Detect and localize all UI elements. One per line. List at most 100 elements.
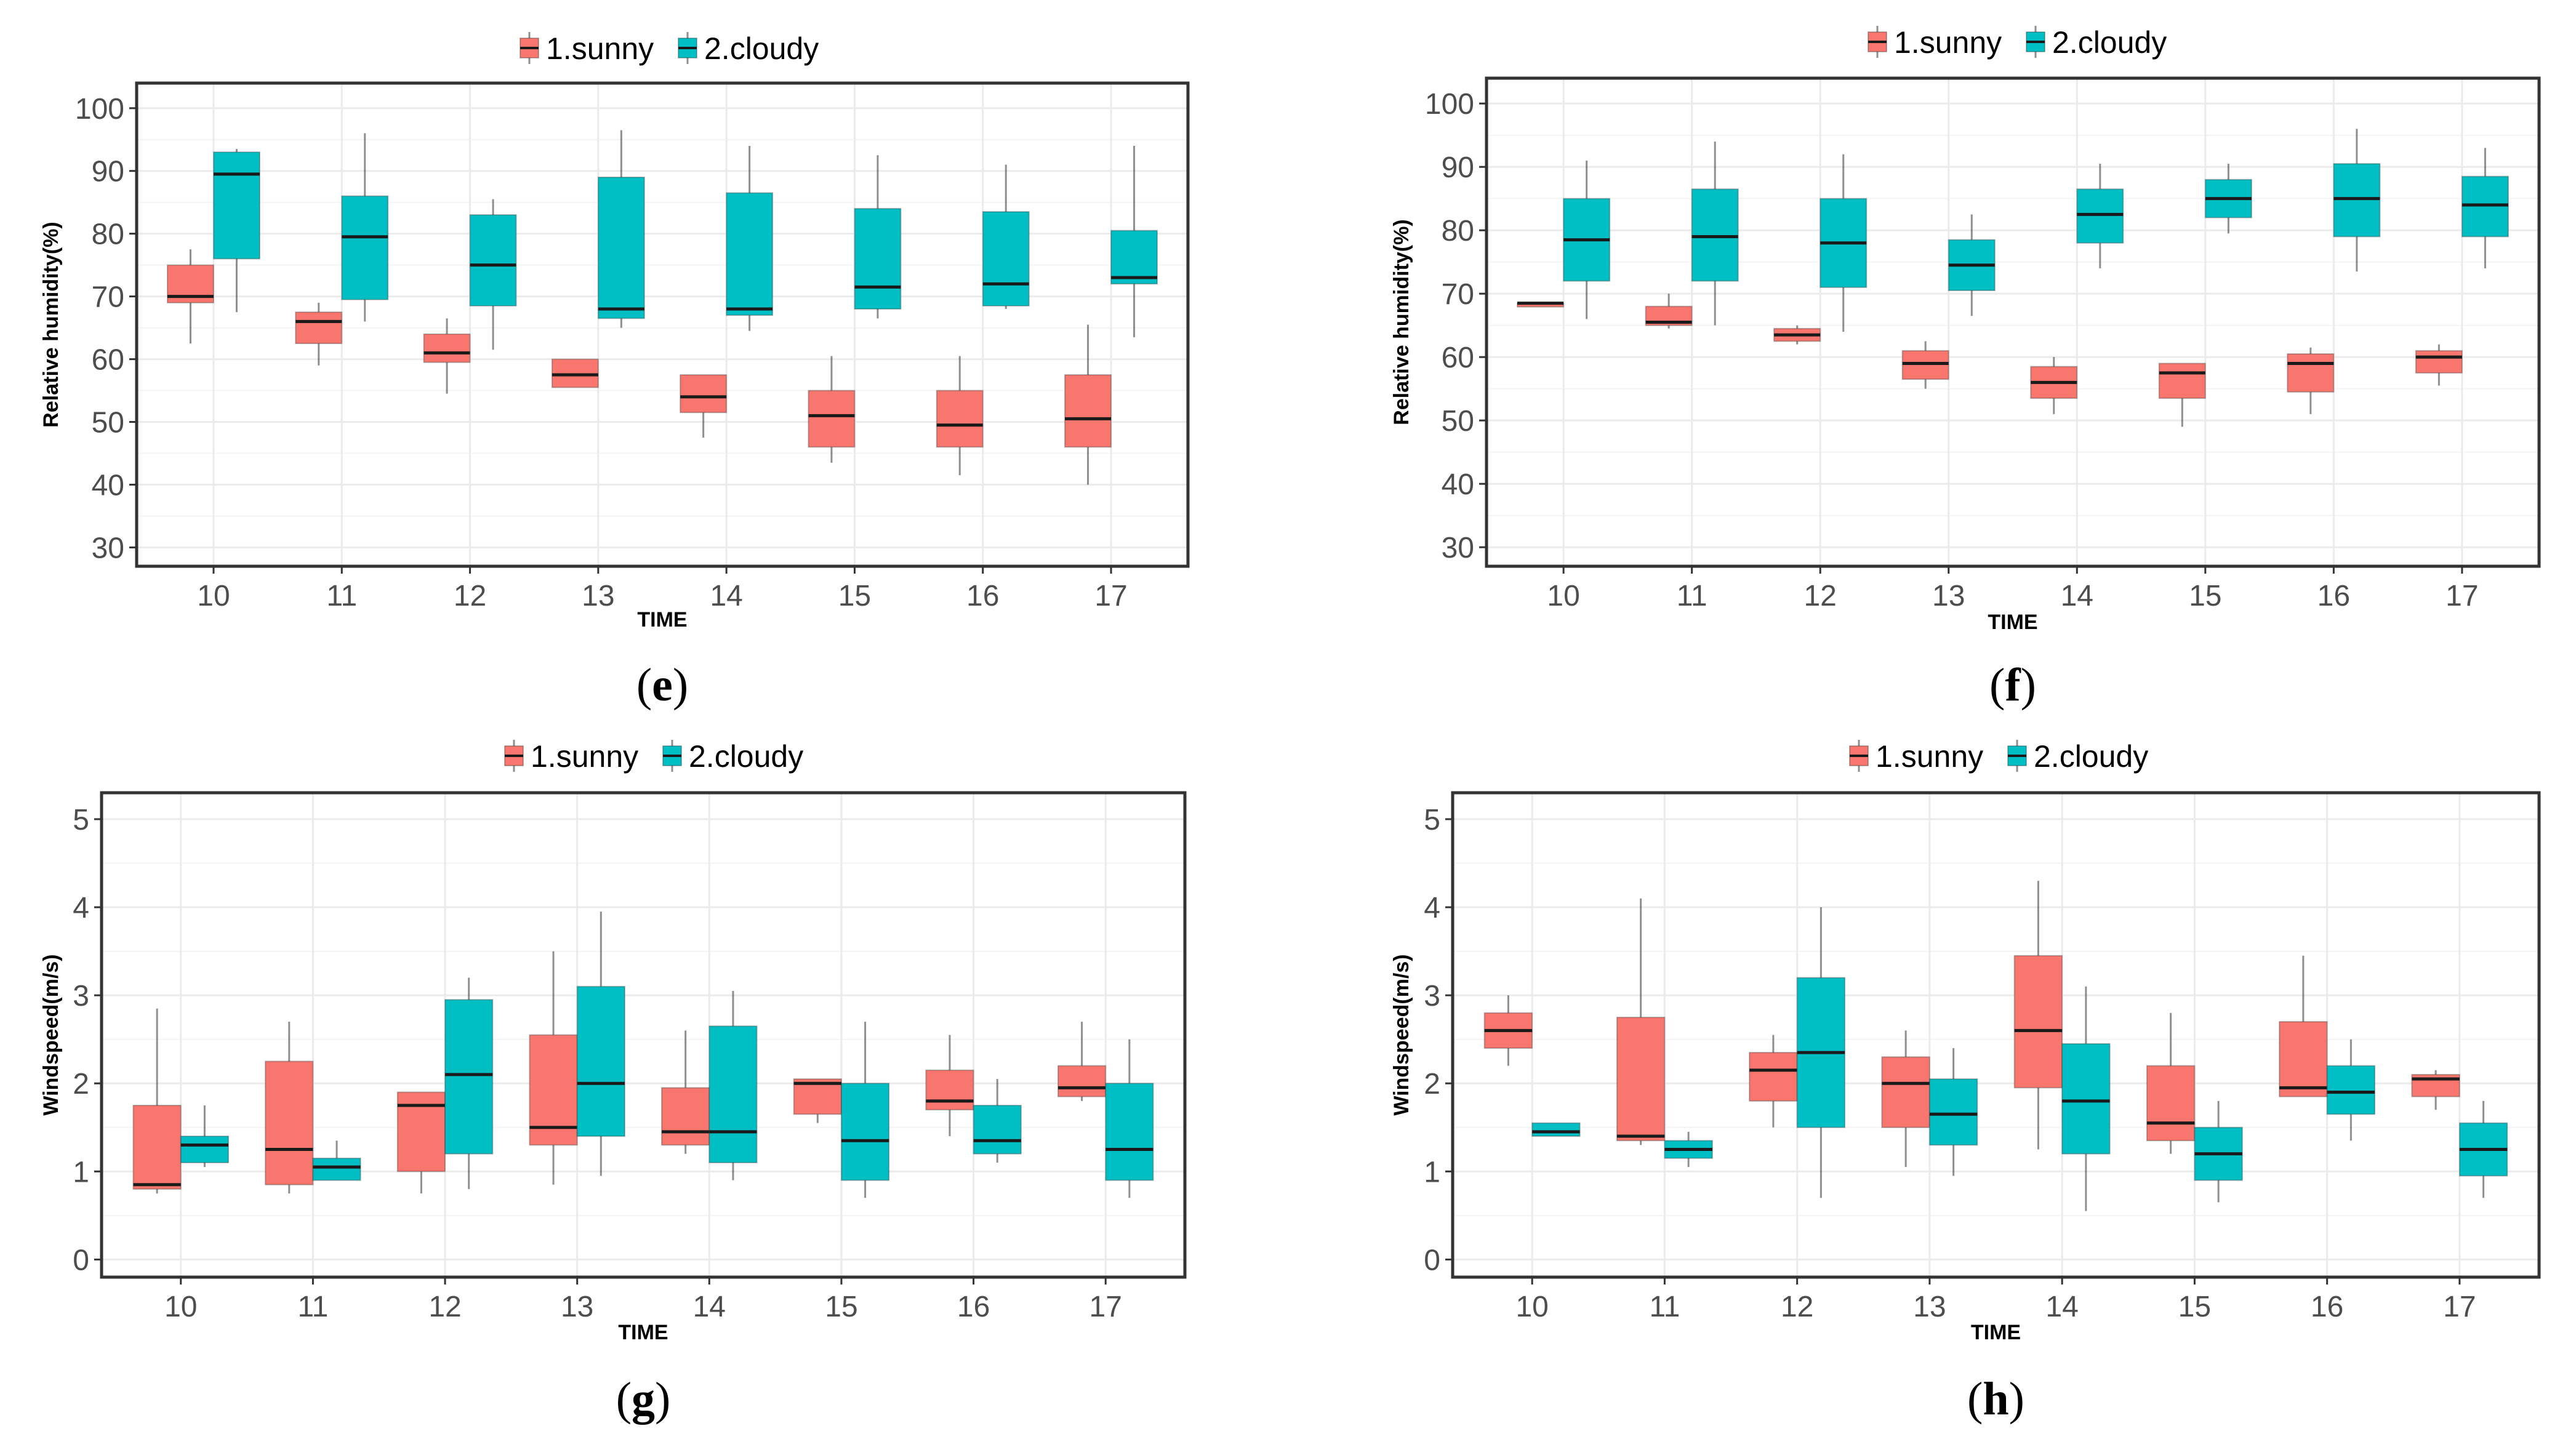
x-axis-title: TIME: [1988, 611, 2037, 634]
box-cloudy-13: [1948, 214, 1996, 316]
y-tick-label: 30: [92, 532, 124, 564]
box-sunny-16: [936, 356, 984, 476]
box-body: [2333, 163, 2381, 238]
plot-background: [137, 83, 1188, 566]
box-sunny-13: [1901, 341, 1949, 389]
box-body: [840, 1083, 890, 1181]
y-tick-label: 40: [1442, 468, 1474, 501]
x-tick-label: 15: [2178, 1291, 2211, 1323]
box-body: [341, 195, 389, 300]
x-tick-label: 11: [298, 1291, 329, 1323]
x-axis-title: TIME: [618, 1321, 668, 1344]
y-tick-label: 30: [1442, 532, 1474, 564]
y-tick-label: 70: [92, 281, 124, 314]
box-cloudy-13: [597, 130, 645, 328]
x-tick-label: 12: [454, 580, 486, 612]
x-tick-label: 16: [2311, 1291, 2343, 1323]
box-body: [1105, 1083, 1154, 1181]
box-body: [469, 214, 517, 307]
plot-background: [1487, 78, 2539, 566]
legend-key-cloudy: [2007, 740, 2027, 772]
box-body: [1064, 374, 1112, 448]
x-tick-label: 17: [2446, 580, 2478, 612]
box-body: [1881, 1056, 1930, 1128]
legend-label-cloudy: 2.cloudy: [2052, 25, 2167, 60]
box-cloudy-15: [854, 155, 902, 319]
x-tick-label: 17: [2443, 1291, 2476, 1323]
legend-label-cloudy: 2.cloudy: [689, 739, 803, 774]
y-tick-label: 90: [92, 156, 124, 188]
legend: 1.sunny 2.cloudy: [1849, 739, 2148, 774]
x-tick-label: 17: [1094, 580, 1127, 612]
box-cloudy-17: [1110, 145, 1158, 337]
y-tick-label: 1: [1424, 1156, 1440, 1188]
x-tick-label: 17: [1089, 1291, 1122, 1323]
box-sunny-15: [2158, 363, 2206, 427]
y-tick-label: 60: [1442, 342, 1474, 374]
y-tick-label: 90: [1442, 151, 1474, 184]
box-sunny-14: [2030, 357, 2078, 414]
box-body: [1749, 1052, 1798, 1102]
x-tick-label: 14: [2045, 1291, 2078, 1323]
box-body: [2146, 1065, 2196, 1142]
box-cloudy-11: [312, 1140, 361, 1181]
box-cloudy-12: [1796, 907, 1846, 1198]
box-body: [1901, 350, 1949, 380]
y-axis-title: Windspeed(m/s): [39, 954, 63, 1115]
box-sunny-15: [2146, 1012, 2196, 1154]
box-body: [973, 1104, 1022, 1155]
box-body: [180, 1136, 230, 1163]
box-body: [936, 390, 984, 448]
box-cloudy-17: [1105, 1039, 1154, 1198]
box-cloudy-15: [840, 1022, 890, 1198]
box-cloudy-12: [469, 199, 517, 350]
box-cloudy-14: [2061, 986, 2111, 1211]
legend: 1.sunny 2.cloudy: [504, 739, 803, 774]
y-tick-label: 0: [73, 1244, 89, 1277]
box-body: [1928, 1078, 1978, 1146]
plot-border: [100, 791, 1187, 1279]
box-sunny-14: [2013, 881, 2063, 1150]
box-body: [2076, 188, 2124, 244]
y-tick-label: 50: [1442, 405, 1474, 438]
box-body: [1057, 1065, 1107, 1097]
box-sunny-10: [1517, 302, 1565, 308]
box-body: [2415, 350, 2463, 374]
box-cloudy-15: [2204, 164, 2252, 234]
legend-key-sunny: [1849, 740, 1869, 772]
legend-label-cloudy: 2.cloudy: [2034, 739, 2148, 774]
box-cloudy-14: [2076, 164, 2124, 268]
box-cloudy-15: [2194, 1100, 2243, 1203]
x-tick-label: 13: [582, 580, 614, 612]
x-tick-label: 12: [428, 1291, 461, 1323]
box-sunny-10: [166, 249, 214, 344]
box-sunny-12: [423, 318, 471, 394]
y-tick-label: 1: [73, 1156, 89, 1188]
box-body: [295, 311, 343, 345]
box-cloudy-11: [341, 133, 389, 322]
x-tick-label: 15: [825, 1291, 857, 1323]
legend-key-sunny: [1868, 26, 1887, 58]
box-body: [680, 374, 728, 414]
x-tick-label: 10: [197, 580, 230, 612]
box-cloudy-12: [1820, 154, 1868, 332]
panel-caption: (h): [1967, 1373, 2024, 1425]
panel-caption: (g): [616, 1373, 671, 1425]
x-tick-label: 13: [1932, 580, 1965, 612]
y-tick-label: 100: [75, 93, 124, 126]
box-sunny-12: [1749, 1035, 1798, 1128]
box-sunny-15: [793, 1078, 842, 1123]
x-tick-label: 15: [2189, 580, 2221, 612]
x-tick-label: 13: [1913, 1291, 1946, 1323]
box-body: [2461, 175, 2509, 238]
box-body: [925, 1069, 974, 1111]
y-tick-label: 50: [92, 407, 124, 439]
box-sunny-10: [1483, 995, 1533, 1066]
legend-label-cloudy: 2.cloudy: [704, 31, 819, 66]
plot-background: [102, 793, 1185, 1277]
panel-caption: (f): [1989, 659, 2036, 711]
y-tick-label: 40: [92, 469, 124, 502]
box-cloudy-16: [2326, 1039, 2376, 1141]
